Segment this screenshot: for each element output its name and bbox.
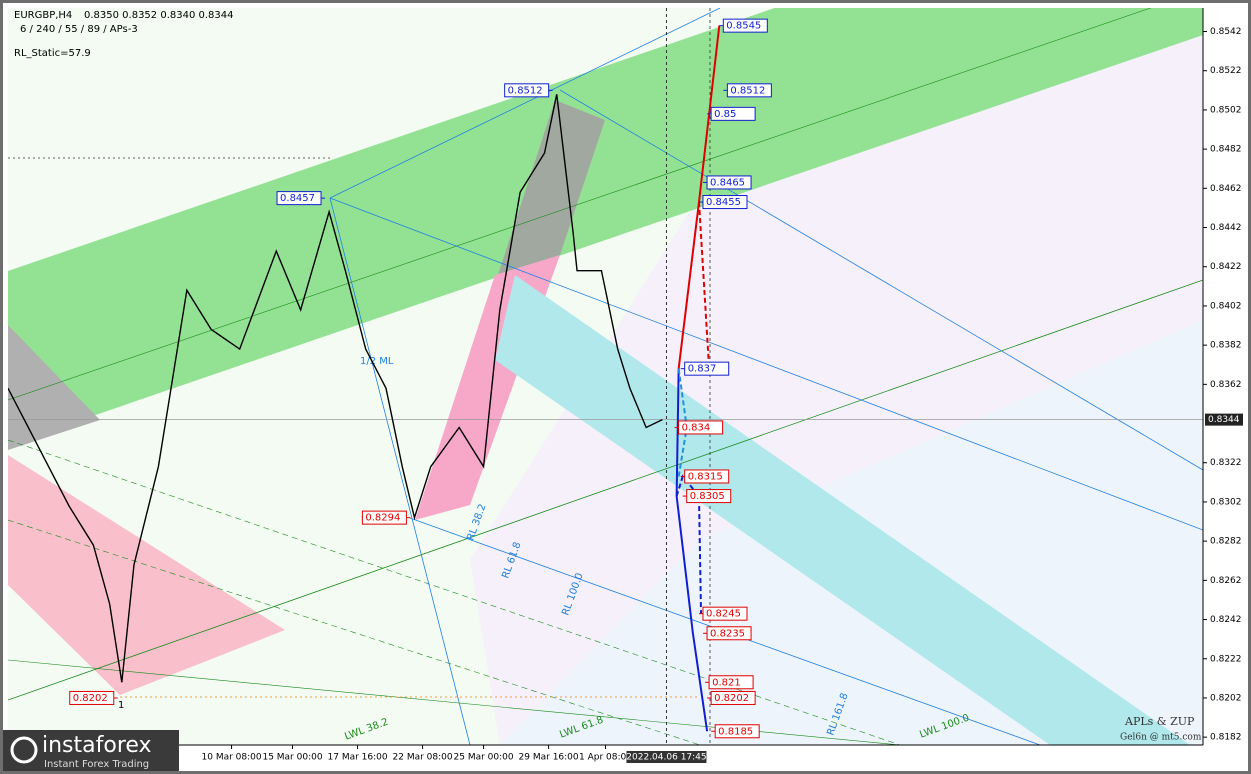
x-tick-label: 25 Mar 00:00	[454, 753, 514, 763]
level-label: 0.85	[714, 109, 736, 120]
cursor-label-bg	[626, 751, 707, 763]
annotation: 1	[118, 700, 124, 711]
y-tick-label: 0.8262	[1210, 576, 1242, 586]
level-label: 0.8202	[714, 693, 749, 704]
level-label: 0.8235	[710, 628, 745, 639]
y-tick-label: 0.8322	[1210, 458, 1242, 468]
pitchfork-line	[329, 197, 471, 745]
level-box	[726, 83, 772, 98]
y-tick-label: 0.8222	[1210, 654, 1242, 664]
drawings: 1/2 ML RL 38.2 RL 61.8 RL 100.0 RL 161.8…	[8, 8, 1203, 745]
x-tick-label: 29 Mar 16:00	[519, 753, 579, 763]
y-tick-label: 0.8182	[1210, 733, 1242, 743]
pitchfork-line	[329, 8, 721, 199]
channel-cyan	[495, 275, 1190, 745]
annotation: 1/2 ML	[360, 356, 394, 367]
y-tick-label: 0.8302	[1210, 497, 1242, 507]
level-box	[706, 175, 752, 190]
y-tick-label: 0.8462	[1210, 184, 1242, 194]
x-tick-label: 22 Mar 08:00	[393, 753, 453, 763]
y-tick-label: 0.8402	[1210, 301, 1242, 311]
y-tick-label: 0.8542	[1210, 27, 1242, 37]
y-tick-label: 0.8382	[1210, 341, 1242, 351]
level-box	[706, 626, 752, 641]
level-label: 0.8545	[726, 21, 761, 32]
y-tick-label: 0.8522	[1210, 66, 1242, 76]
level-box	[678, 420, 724, 435]
pitchfork-line	[329, 197, 1203, 531]
level-box	[710, 690, 756, 705]
level-label: 0.8455	[706, 197, 741, 208]
y-tick-label: 0.8362	[1210, 380, 1242, 390]
x-tick-label: 17 Mar 16:00	[328, 753, 388, 763]
y-tick-label: 0.8442	[1210, 223, 1242, 233]
level-label: 0.821	[712, 677, 741, 688]
settings: 6 / 240 / 55 / 89 / APs-3	[20, 24, 138, 35]
ohlc: 0.8350 0.8352 0.8340 0.8344	[84, 10, 234, 21]
symbol: EURGBP,H4	[14, 10, 72, 21]
current-price-bg	[1205, 413, 1243, 426]
level-box	[714, 724, 760, 739]
level-box	[702, 195, 748, 210]
indicator: RL_Static=57.9	[14, 48, 91, 59]
level-label: 0.8305	[690, 491, 725, 502]
logo-name: instaforex	[42, 733, 152, 758]
level-label: 0.837	[688, 364, 717, 375]
level-box	[684, 469, 730, 484]
credit: APLs & ZUP	[1124, 715, 1195, 728]
trend-line	[8, 519, 701, 745]
level-box	[276, 191, 322, 206]
plot-marks	[8, 8, 1203, 745]
level-box	[69, 690, 115, 705]
trend-line	[8, 8, 1152, 401]
level-label: 0.8245	[706, 609, 741, 620]
x-tick-label: 10 Mar 08:00	[202, 753, 262, 763]
level-box	[361, 510, 407, 525]
credit: Gel6n @ mt5.com	[1120, 733, 1202, 743]
logo: instaforex Instant Forex Trading	[3, 730, 179, 771]
level-label: 0.8465	[710, 177, 745, 188]
level-label: 0.8294	[365, 513, 400, 524]
x-tick-label: 1 Apr 08:00	[579, 753, 632, 763]
level-box	[684, 361, 730, 376]
level-label: 0.8457	[280, 193, 315, 204]
data-layer: 0.8542 0.8522 0.8502 0.8482 0.8462 0.8442 0.84…	[8, 8, 1243, 763]
x-tick-label: 15 Mar 00:00	[262, 753, 322, 763]
level-label: 0.8512	[730, 85, 765, 96]
level-label: 0.8512	[508, 85, 543, 96]
level-box	[710, 106, 756, 121]
zone-gray	[498, 100, 605, 275]
price-line	[8, 94, 663, 683]
y-tick-label: 0.8202	[1210, 693, 1242, 703]
y-tick-label: 0.8482	[1210, 145, 1242, 155]
logo-tagline: Instant Forex Trading	[44, 759, 149, 770]
level-label: 0.8315	[688, 471, 723, 482]
channel-pink	[8, 455, 285, 695]
trend-line	[8, 279, 1203, 701]
forecast-line	[675, 368, 709, 732]
pitchfork-line	[559, 89, 1203, 471]
forecast-line	[675, 474, 703, 614]
forecast-line	[697, 201, 711, 369]
y-tick-label: 0.8422	[1210, 262, 1242, 272]
y-tick-label: 0.8242	[1210, 615, 1242, 625]
level-box	[702, 606, 748, 621]
level-box	[504, 83, 550, 98]
level-label: 0.8202	[73, 693, 108, 704]
logo-bg	[3, 730, 179, 771]
logo-icon	[10, 736, 38, 764]
level-box	[722, 18, 768, 33]
level-label: 0.834	[682, 422, 711, 433]
level-box	[708, 675, 754, 690]
current-price-label: 0.8344	[1208, 415, 1240, 425]
y-tick-label: 0.8502	[1210, 105, 1242, 115]
channel-green	[8, 8, 1203, 445]
level-box	[686, 489, 732, 504]
zone-gray	[8, 325, 100, 450]
y-tick-label: 0.8282	[1210, 537, 1242, 547]
cursor-label: 2022.04.06 17:45	[626, 753, 706, 763]
level-label: 0.8185	[718, 726, 753, 737]
